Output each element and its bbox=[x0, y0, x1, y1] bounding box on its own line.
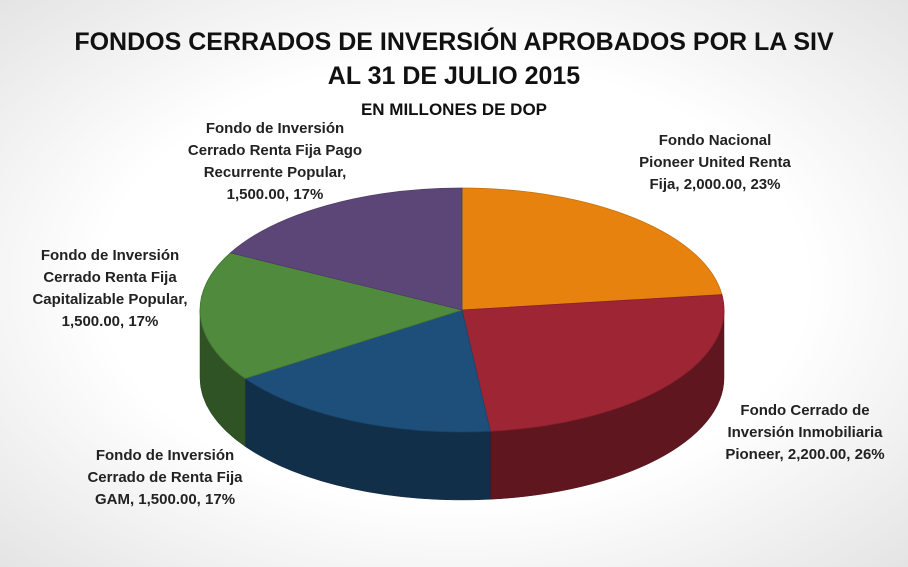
slice bbox=[229, 187, 463, 311]
data-label: Fondo de Inversión Cerrado Renta Fija Pa… bbox=[183, 118, 368, 206]
separator: , bbox=[129, 491, 139, 508]
separator: , bbox=[285, 186, 294, 203]
separator: , bbox=[120, 313, 129, 330]
category-name: Fondo Nacional Pioneer United Renta Fija bbox=[639, 132, 791, 193]
slice bbox=[461, 187, 723, 311]
separator: , bbox=[342, 164, 347, 181]
percent-label: 17% bbox=[293, 186, 324, 203]
chart-title-line: AL 31 DE JULIO 2015 bbox=[327, 62, 581, 90]
separator: , bbox=[846, 446, 855, 463]
data-label: Fondo de Inversión Cerrado de Renta Fija… bbox=[73, 445, 258, 511]
category-name: Fondo Cerrado de Inversión Inmobiliaria … bbox=[725, 402, 883, 463]
data-label: Fondo Nacional Pioneer United Renta Fija… bbox=[630, 130, 800, 196]
value-label: 1,500.00 bbox=[61, 313, 120, 330]
value-label: 1,500.00 bbox=[226, 186, 285, 203]
category-name: Fondo de Inversión Cerrado Renta Fija Ca… bbox=[32, 247, 184, 308]
chart-subtitle: EN MILLONES DE DOP bbox=[360, 100, 548, 119]
separator: , bbox=[675, 176, 684, 193]
separator: , bbox=[183, 291, 188, 308]
value-label: 1,500.00 bbox=[138, 491, 197, 508]
category-name: Fondo de Inversión Cerrado Renta Fija Pa… bbox=[187, 120, 363, 181]
percent-label: 23% bbox=[750, 176, 781, 193]
chart-title: FONDOS CERRADOS DE INVERSIÓN APROBADOS P… bbox=[74, 28, 834, 56]
slice bbox=[244, 309, 491, 433]
category-name: Fondo de Inversión Cerrado de Renta Fija… bbox=[87, 447, 243, 508]
value-label: 2,200.00 bbox=[787, 446, 847, 463]
separator: , bbox=[196, 491, 206, 508]
value-label: 2,000.00 bbox=[683, 176, 743, 193]
data-label: Fondo de Inversión Cerrado Renta Fija Ca… bbox=[23, 245, 198, 333]
slice bbox=[199, 252, 464, 379]
separator: , bbox=[779, 446, 788, 463]
percent-label: 26% bbox=[854, 446, 885, 463]
separator: , bbox=[742, 176, 751, 193]
percent-label: 17% bbox=[128, 313, 159, 330]
slice bbox=[461, 294, 725, 432]
data-label: Fondo Cerrado de Inversión Inmobiliaria … bbox=[718, 400, 893, 466]
percent-label: 17% bbox=[205, 491, 236, 508]
